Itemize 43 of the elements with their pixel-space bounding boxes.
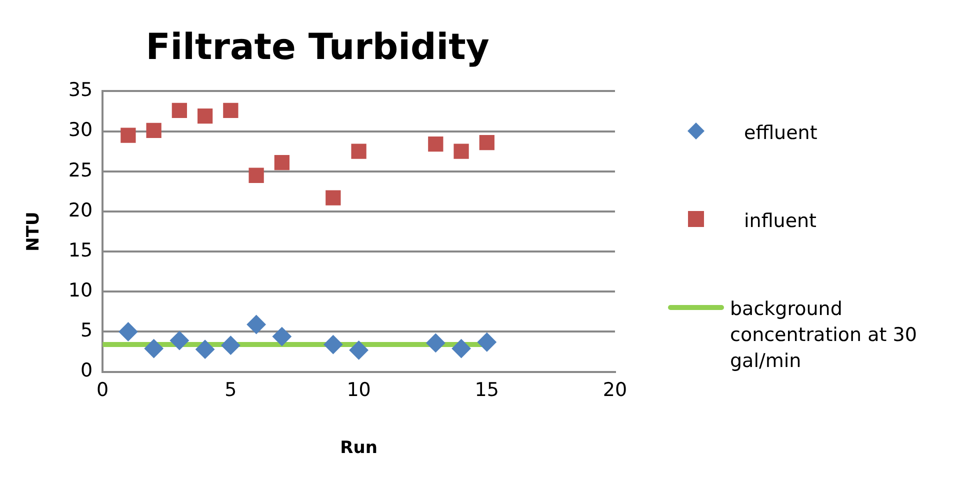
x-tick-label: 5: [224, 379, 237, 402]
y-tick-label: 30: [68, 119, 93, 142]
y-axis-title: NTU: [24, 212, 44, 252]
x-tick-label: 20: [602, 379, 628, 402]
point: [452, 339, 471, 358]
y-tick-label: 15: [68, 239, 93, 262]
point: [351, 144, 366, 159]
y-tick-label: 0: [80, 360, 93, 382]
y-tick-label: 25: [68, 159, 93, 182]
x-tick-label: 10: [346, 379, 371, 402]
chart-title: Filtrate Turbidity: [146, 26, 490, 68]
legend-label: influent: [744, 209, 817, 234]
x-tick-label: 15: [474, 379, 499, 402]
point: [196, 340, 215, 359]
point: [118, 322, 138, 342]
point: [221, 336, 240, 355]
point: [349, 340, 368, 360]
point: [477, 332, 496, 352]
point: [197, 108, 213, 124]
point: [426, 333, 446, 352]
point: [272, 327, 292, 346]
y-tick-label: 5: [80, 320, 93, 342]
point: [324, 335, 343, 354]
point: [144, 339, 164, 358]
point: [246, 315, 266, 334]
x-axis-title: Run: [340, 438, 378, 458]
point: [223, 102, 238, 118]
point: [326, 190, 341, 206]
legend-label: effluent: [744, 121, 818, 146]
y-tick-label: 20: [68, 199, 93, 222]
point: [120, 128, 136, 143]
point: [172, 102, 188, 118]
point: [274, 154, 290, 170]
point: [454, 144, 469, 159]
y-tick-label: 35: [68, 79, 93, 102]
point: [248, 168, 264, 183]
point: [428, 136, 444, 152]
point: [146, 122, 162, 138]
point: [479, 134, 494, 150]
legend-label: background concentration at 30 gal/min: [730, 297, 918, 374]
y-tick-label: 10: [68, 280, 93, 302]
point: [170, 331, 189, 350]
x-tick-label: 0: [96, 379, 109, 402]
